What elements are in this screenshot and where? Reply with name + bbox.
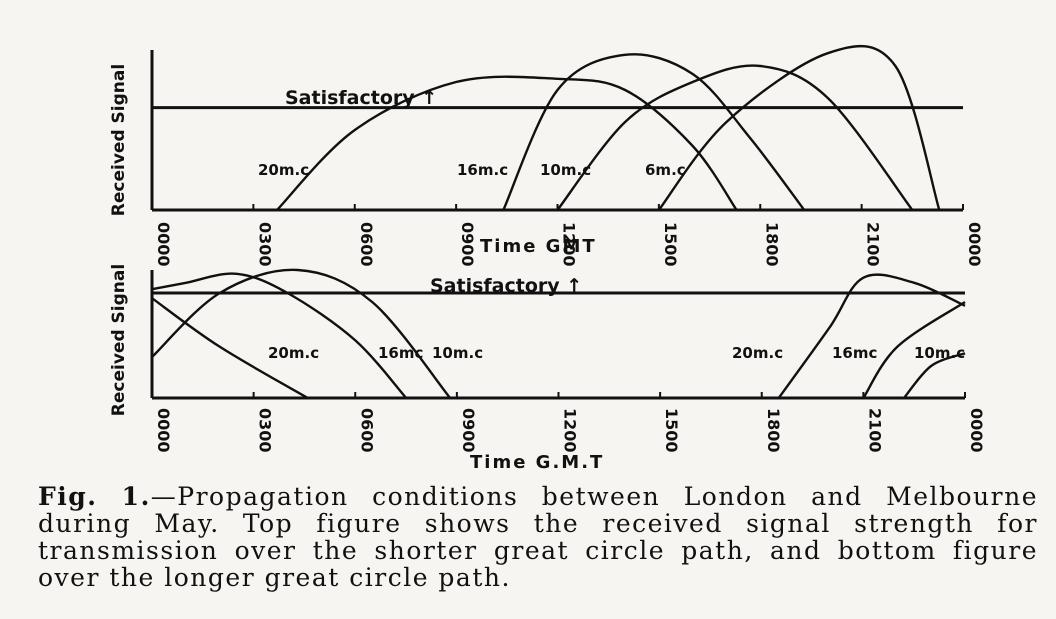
series-curve [903,352,966,399]
x-tick-label: 1200 [561,408,580,453]
series-label: 16mc [832,344,877,362]
x-tick-label: 2100 [864,222,883,267]
series-label: 6m.c [645,161,686,179]
x-tick-label: 0300 [256,408,275,453]
x-tick-label: 0900 [458,222,477,267]
figure-svg: Received Signal 0000 0300 0600 0900 1200 1500 1… [109,44,986,473]
series-label: 20m.c [268,344,319,362]
x-tick-label: 1800 [762,222,781,267]
series-label: 20m.c [732,344,783,362]
figure-caption: Fig. 1.—Propagation conditions between L… [38,483,1038,591]
series-curve [556,64,914,211]
series-label: 10m.c [540,161,591,179]
satisfactory-label: Satisfactory ↑ [285,87,437,109]
y-axis-label: Received Signal [109,64,129,216]
x-tick-label: 0300 [255,222,274,267]
x-tick-label: 0900 [459,408,478,453]
caption-text: —Propagation conditions between London a… [38,482,1038,592]
satisfactory-label: Satisfactory ↑ [430,275,582,297]
x-tick-label: 1800 [764,408,783,453]
series-curve [777,273,966,399]
series-curve [276,75,738,211]
x-tick-label: 1500 [662,408,681,453]
caption-label: Fig. 1. [38,482,151,511]
x-axis-label: Time GMT [480,236,597,257]
series-curve [657,44,941,211]
series-curve [151,297,309,400]
x-tick-label: 2100 [865,408,884,453]
x-tick-label: 0000 [154,222,173,267]
x-axis-label: Time G.M.T [470,452,604,473]
x-tick-label: 0600 [357,408,376,453]
x-tick-label: 0600 [357,222,376,267]
series-curve [151,268,452,399]
x-tick-label: 0000 [967,408,986,453]
series-curve [502,53,806,211]
series-label: 10m.c [914,344,965,362]
x-tick-label: 1500 [661,222,680,267]
x-tick-label: 0000 [154,408,173,453]
y-axis-label: Received Signal [109,264,129,416]
x-tick-label: 1200 [560,222,579,267]
series-curve [151,272,407,399]
series-label: 20m.c [258,161,309,179]
series-curve [862,300,966,399]
x-tick-label: 0000 [965,222,984,267]
series-label: 10m.c [432,344,483,362]
series-label: 16m.c [457,161,508,179]
